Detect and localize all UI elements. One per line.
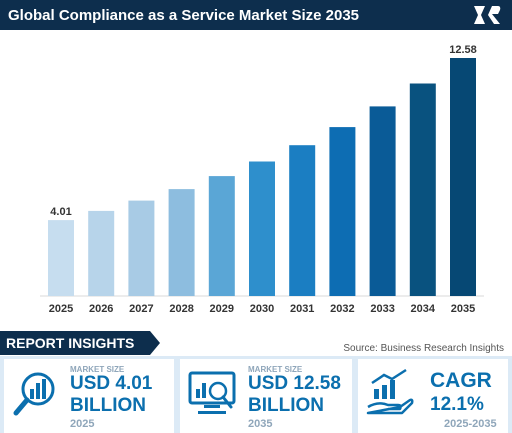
page-title: Global Compliance as a Service Market Si… [8, 6, 360, 24]
card-unit: 12.1% [430, 394, 484, 415]
bar-chart-magnifier-icon [13, 372, 55, 416]
data-label: 12.58 [449, 44, 477, 56]
x-tick-label: 2029 [210, 303, 234, 315]
bar-2027 [128, 200, 155, 296]
card-value: CAGR [430, 369, 492, 392]
source-text: Source: Business Research Insights [343, 343, 504, 354]
bar-2025 [48, 220, 74, 296]
x-tick-label: 2028 [169, 303, 193, 315]
x-tick-label: 2032 [330, 303, 354, 315]
bar-2034 [409, 83, 436, 296]
card-unit: BILLION [248, 395, 324, 416]
x-tick-label: 2030 [250, 303, 274, 315]
bar-2028 [168, 189, 195, 296]
x-tick-label: 2027 [129, 303, 153, 315]
bar-2032 [329, 127, 356, 296]
bar-2029 [208, 176, 235, 296]
market-size-2035-card: MARKET SIZE USD 12.58 BILLION 2035 [180, 359, 352, 433]
card-unit: BILLION [70, 395, 146, 416]
bar-chart: 2025 4.01 2026 2027 2028 2029 2030 2031 2032 2033… [40, 44, 484, 315]
market-size-2025-card: MARKET SIZE USD 4.01 BILLION 2025 [4, 359, 174, 433]
x-tick-label: 2026 [89, 303, 113, 315]
title-bar: Global Compliance as a Service Market Si… [0, 0, 512, 30]
growth-hand-icon [366, 368, 414, 415]
bar-2033 [369, 106, 396, 297]
brand-logo-icon [474, 6, 501, 24]
x-tick-label: 2034 [411, 303, 436, 315]
bar-2031 [289, 145, 316, 296]
monitor-analytics-icon [188, 371, 236, 414]
card-sub-label: MARKET SIZE [70, 365, 125, 374]
bar-2030 [249, 161, 275, 296]
x-tick-label: 2031 [290, 303, 314, 315]
cagr-card: CAGR 12.1% 2025-2035 [358, 359, 508, 433]
x-tick-label: 2035 [451, 303, 475, 315]
card-year: 2025 [70, 418, 95, 430]
card-value: USD 12.58 [248, 373, 341, 394]
card-year: 2025-2035 [444, 418, 497, 430]
bar-2035 [450, 58, 476, 296]
x-tick-label: 2025 [49, 303, 73, 315]
report-insights-heading: REPORT INSIGHTS [0, 331, 160, 355]
data-label: 4.01 [50, 206, 71, 218]
card-year: 2035 [248, 418, 273, 430]
card-value: USD 4.01 [70, 373, 153, 394]
card-sub-label: MARKET SIZE [248, 365, 303, 374]
x-tick-label: 2033 [370, 303, 394, 315]
bar-2026 [88, 210, 115, 296]
